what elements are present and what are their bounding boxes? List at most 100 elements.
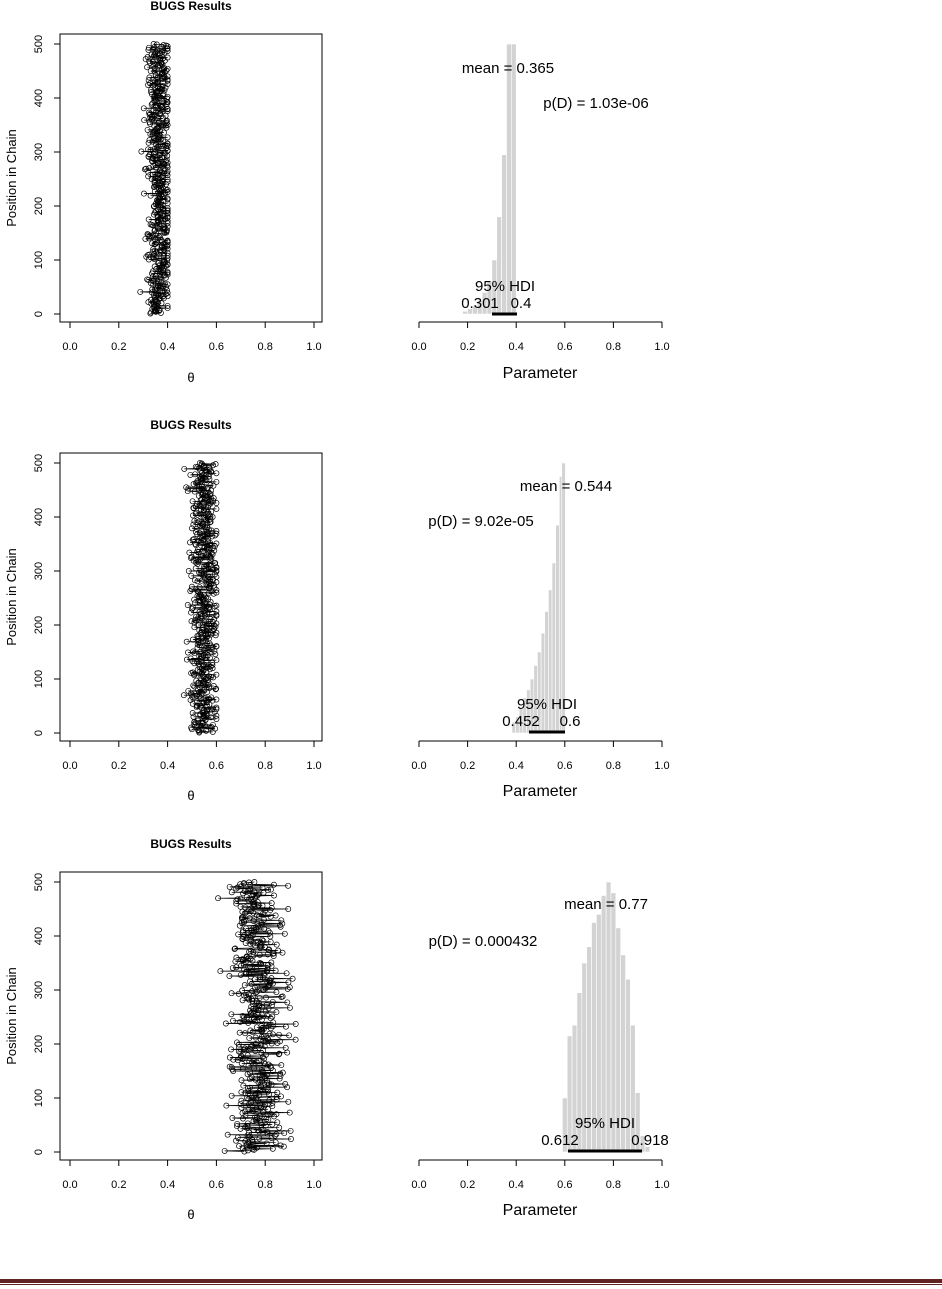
chain-point [239, 1065, 246, 1072]
chain-point [150, 94, 157, 101]
chain-point [221, 1147, 228, 1154]
chain-point [208, 714, 215, 721]
chain-point [202, 595, 209, 601]
chain-point [164, 159, 171, 166]
chain-point [193, 525, 200, 532]
chain-point [234, 1039, 240, 1046]
chain-point [210, 544, 217, 551]
chain-point [213, 716, 220, 722]
chain-point [209, 644, 216, 651]
chain-point [254, 921, 261, 928]
chain-point [267, 933, 274, 940]
chain-point [240, 890, 246, 897]
x-tick-label: 0.6 [209, 1179, 224, 1191]
chain-point [161, 142, 168, 148]
chain-point [238, 962, 245, 969]
x-tick-label: 0.0 [62, 341, 77, 353]
hist-xlabel-3: Parameter [503, 1202, 578, 1219]
chain-point [222, 1020, 229, 1027]
histogram-bars-2 [511, 462, 566, 734]
chain-point [244, 1132, 251, 1139]
chain-point [145, 139, 152, 146]
y-tick-label: 100 [33, 1089, 45, 1107]
chain-point [207, 541, 214, 548]
chain-point [270, 950, 276, 957]
x-tick-label: 0.2 [460, 1179, 475, 1191]
chain-point [164, 143, 171, 150]
chain-point [146, 74, 153, 81]
chain-point [145, 231, 152, 238]
chain-point [200, 595, 207, 602]
chain-point [261, 1059, 267, 1066]
chain-point [228, 1011, 235, 1018]
chain-point [241, 1148, 248, 1155]
y-tick-label: 500 [33, 454, 45, 472]
chain-point [242, 1138, 249, 1145]
chain-point [241, 982, 248, 989]
chain-point [193, 617, 200, 624]
histogram-bar [540, 632, 546, 734]
chain-point [208, 508, 215, 515]
chain-point [242, 1108, 249, 1115]
chain-point [149, 116, 156, 123]
chain-point [204, 512, 211, 519]
chain-point [245, 906, 252, 913]
chain-point [199, 606, 206, 613]
hdi-low-label-3: 0.612 [541, 1132, 579, 1149]
chain-point [228, 889, 235, 896]
chain-point [193, 704, 200, 711]
chain-point [246, 1035, 253, 1042]
chain-point [189, 710, 196, 716]
chain-point [254, 988, 260, 995]
chain-point [250, 940, 257, 947]
y-tick-label: 400 [33, 89, 45, 107]
chain-point [161, 280, 168, 287]
chain-point [276, 1050, 283, 1057]
chain-point [155, 198, 162, 205]
chain-point [264, 1129, 271, 1135]
chain-point [190, 604, 196, 611]
trace-marks-2 [180, 460, 220, 736]
chain-point [235, 1041, 242, 1048]
chain-point [141, 190, 147, 197]
histogram-bar [506, 43, 512, 315]
chain-point [207, 663, 214, 670]
chain-point [151, 241, 158, 248]
chain-point [268, 1081, 275, 1088]
y-tick-label: 0 [33, 730, 45, 736]
hist-x-axis-1: 0.0 0.2 0.4 0.6 0.8 1.0 [411, 321, 670, 353]
chain-point [213, 602, 220, 609]
mean-label-1: mean = 0.365 [462, 60, 554, 77]
chain-point [147, 146, 154, 153]
chain-point [246, 969, 253, 976]
chain-point [152, 104, 159, 111]
chain-point [143, 253, 150, 260]
chain-point [152, 149, 159, 155]
chain-point [213, 567, 220, 574]
trace-title-2: BUGS Results [150, 418, 232, 432]
chain-point [209, 721, 216, 728]
chain-point [164, 122, 171, 128]
chain-point [285, 882, 292, 889]
chain-point [236, 922, 243, 929]
chain-point [241, 931, 248, 938]
chain-point [250, 1126, 257, 1133]
chain-point [244, 1120, 251, 1127]
chain-point [164, 210, 171, 216]
hdi-high-label-2: 0.6 [560, 713, 581, 730]
chain-point [196, 569, 203, 576]
chain-point [213, 657, 220, 664]
chain-point [226, 883, 233, 890]
chain-point [253, 1095, 260, 1102]
chain-point [200, 707, 207, 714]
chain-point [244, 1147, 251, 1154]
chain-point [191, 660, 198, 667]
chain-point [238, 1053, 245, 1060]
chain-point [141, 117, 148, 124]
chain-point [150, 63, 157, 70]
chain-point [212, 623, 219, 630]
chain-point [158, 43, 165, 50]
chain-point [261, 926, 268, 932]
chain-point [255, 923, 262, 930]
x-tick-label: 0.6 [557, 760, 572, 772]
